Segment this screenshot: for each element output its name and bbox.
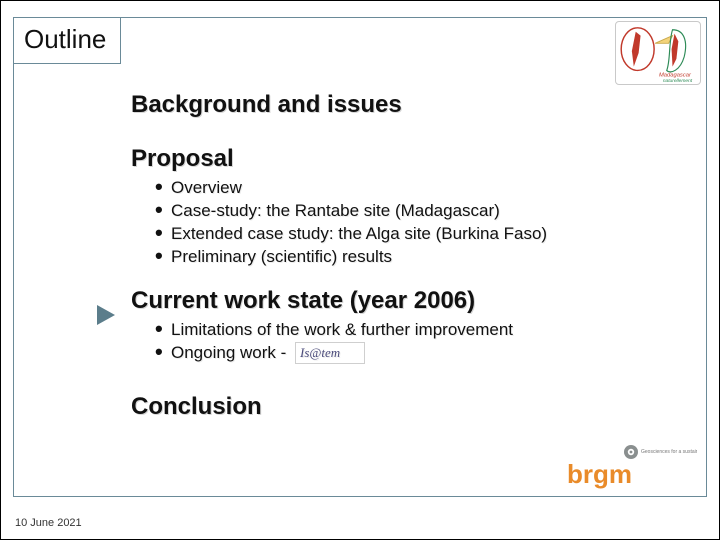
section-conclusion: Conclusion xyxy=(131,393,689,421)
bullet-item: •Case-study: the Rantabe site (Madagasca… xyxy=(155,200,689,223)
brgm-logo: brgm Geosciences for a sustainable Earth xyxy=(567,443,697,489)
bullet-mark-icon: • xyxy=(155,223,171,243)
bullet-mark-icon: • xyxy=(155,177,171,197)
bullet-item: •Preliminary (scientific) results xyxy=(155,246,689,269)
svg-text:Madagascar: Madagascar xyxy=(659,72,692,78)
section-heading: Proposal xyxy=(131,145,689,173)
section-proposal: Proposal •Overview •Case-study: the Rant… xyxy=(131,145,689,269)
footer-date: 10 June 2021 xyxy=(15,517,82,529)
section-heading: Conclusion xyxy=(131,393,689,421)
bullet-text: Extended case study: the Alga site (Burk… xyxy=(171,223,547,246)
bullet-mark-icon: • xyxy=(155,200,171,220)
bullet-text-span: Ongoing work - xyxy=(171,343,291,362)
bullet-text: Preliminary (scientific) results xyxy=(171,246,392,269)
section-background: Background and issues xyxy=(131,91,689,119)
title-box: Outline xyxy=(13,17,121,64)
svg-text:Geosciences for a sustainable: Geosciences for a sustainable Earth xyxy=(641,449,697,455)
bullet-mark-icon: • xyxy=(155,342,171,362)
bullet-item: •Extended case study: the Alga site (Bur… xyxy=(155,223,689,246)
bullet-text: Ongoing work - xyxy=(171,342,365,365)
bullet-item: •Ongoing work - xyxy=(155,342,689,365)
bullet-text: Overview xyxy=(171,177,242,200)
section-current-work: Current work state (year 2006) •Limitati… xyxy=(131,287,689,365)
bullet-mark-icon: • xyxy=(155,246,171,266)
madagascar-logo: Madagascar naturellement xyxy=(615,21,701,85)
bullet-item: •Limitations of the work & further impro… xyxy=(155,319,689,342)
slide-title: Outline xyxy=(24,24,106,55)
section-heading: Background and issues xyxy=(131,91,689,119)
svg-text:naturellement: naturellement xyxy=(663,78,693,84)
bullet-item: •Overview xyxy=(155,177,689,200)
isatem-logo-icon xyxy=(295,342,365,364)
bullet-text: Case-study: the Rantabe site (Madagascar… xyxy=(171,200,500,223)
bullet-text: Limitations of the work & further improv… xyxy=(171,319,513,342)
bullet-mark-icon: • xyxy=(155,319,171,339)
pointer-arrow-icon xyxy=(97,305,115,325)
section-heading: Current work state (year 2006) xyxy=(131,287,689,315)
slide: Outline Madagascar naturellement Backgro… xyxy=(0,0,720,540)
svg-text:brgm: brgm xyxy=(567,459,632,489)
content-area: Background and issues Proposal •Overview… xyxy=(131,91,689,439)
